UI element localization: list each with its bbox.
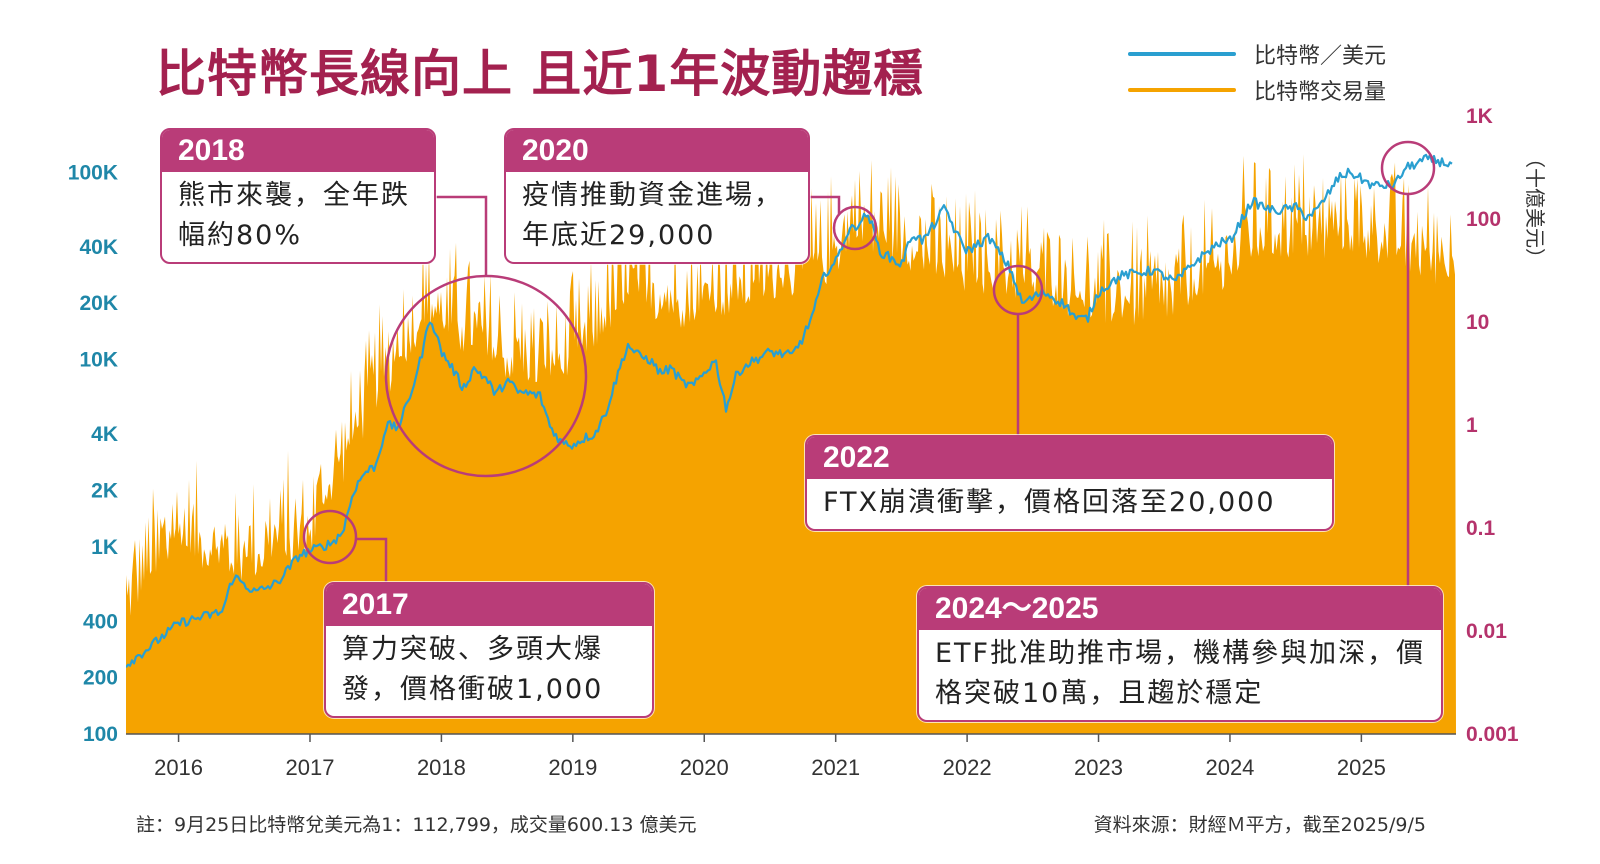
x-tick-label: 2022 [943, 755, 992, 780]
callout-2022-text: FTX崩潰衝擊，價格回落至20,000 [823, 487, 1276, 518]
callout-2024-2025: 2024～2025 ETF批准助推市場，機構參與加深，價格突破10萬，且趨於穩定 [917, 586, 1443, 722]
callout-2022: 2022 FTX崩潰衝擊，價格回落至20,000 [805, 435, 1334, 531]
x-tick-label: 2018 [417, 755, 466, 780]
y-left-tick-label: 20K [79, 292, 118, 315]
footnote: 註：9月25日比特幣兌美元為1：112,799，成交量600.13 億美元 [136, 814, 697, 836]
callout-2024-2025-text: ETF批准助推市場，機構參與加深，價格突破10萬，且趨於穩定 [935, 638, 1426, 709]
y-right-tick-label: 0.1 [1466, 517, 1496, 540]
callout-2024-2025-year: 2024～2025 [919, 588, 1441, 630]
source-note: 資料來源：財經Ｍ平方，截至2025/9/5 [1093, 814, 1426, 836]
price-layer [126, 153, 1453, 668]
y-right-tick-label: 1K [1466, 105, 1493, 128]
y-right-tick-label: 10 [1466, 311, 1489, 334]
price-line [126, 153, 1453, 668]
y-right-tick-label: 0.001 [1466, 723, 1519, 746]
highlight-circle-2020 [832, 205, 878, 251]
leader-line-2018 [432, 195, 488, 276]
callout-2017-year: 2017 [326, 584, 652, 626]
y-left-tick-label: 40K [79, 236, 118, 259]
callout-2020-year: 2020 [506, 130, 808, 172]
leaders-layer [302, 140, 1436, 586]
callout-2018-text: 熊市來襲，全年跌幅約80% [178, 180, 410, 251]
legend-item-price: 比特幣／美元 [1128, 36, 1386, 72]
x-tick-label: 2025 [1337, 755, 1386, 780]
x-tick-label: 2016 [154, 755, 203, 780]
legend-swatch-volume [1128, 88, 1236, 92]
x-tick-label: 2019 [548, 755, 597, 780]
y-left-tick-label: 1K [91, 536, 118, 559]
x-tick-label: 2023 [1074, 755, 1123, 780]
callout-2018: 2018 熊市來襲，全年跌幅約80% [160, 128, 436, 264]
x-tick-label: 2024 [1205, 755, 1254, 780]
callout-2020-text: 疫情推動資金進場，年底近29,000 [522, 180, 783, 251]
leader-line-2020 [806, 195, 841, 215]
chart-title: 比特幣長線向上 且近1年波動趨穩 [156, 45, 925, 103]
callout-2017: 2017 算力突破、多頭大爆發，價格衝破1,000 [324, 582, 654, 718]
leader-line-2017 [356, 537, 388, 582]
x-tick-label: 2020 [680, 755, 729, 780]
y2-unit-label: （十億美元） [1523, 148, 1547, 268]
y-left-tick-label: 100K [68, 161, 118, 184]
y-left-tick-label: 2K [91, 479, 118, 502]
x-tick-label: 2017 [286, 755, 335, 780]
y-left-tick-label: 100 [83, 723, 118, 746]
legend-label-volume: 比特幣交易量 [1254, 80, 1387, 105]
callout-2020: 2020 疫情推動資金進場，年底近29,000 [504, 128, 810, 264]
x-tick-label: 2021 [811, 755, 860, 780]
legend-swatch-price [1128, 52, 1236, 56]
highlight-circle-2024-2025 [1380, 140, 1436, 196]
y-left-tick-label: 4K [91, 423, 118, 446]
highlight-circle-2017 [302, 509, 358, 565]
y-right-tick-label: 1 [1466, 414, 1478, 437]
y-left-tick-label: 10K [79, 349, 118, 372]
legend: 比特幣／美元 比特幣交易量 [1128, 36, 1386, 108]
y-right-tick-label: 0.01 [1466, 620, 1507, 643]
y-left-tick-label: 200 [83, 667, 118, 690]
callout-2018-year: 2018 [162, 130, 434, 172]
axes-layer: 100K 40K 20K 10K 4K 2K 1K 400 200 100 1K 100 10 1 0.1 0… [68, 105, 1519, 780]
legend-label-price: 比特幣／美元 [1254, 44, 1387, 69]
y-left-tick-label: 400 [83, 610, 118, 633]
y-right-tick-label: 100 [1466, 208, 1501, 231]
legend-item-volume: 比特幣交易量 [1128, 72, 1386, 108]
callout-2017-text: 算力突破、多頭大爆發，價格衝破1,000 [342, 634, 604, 705]
callout-2022-year: 2022 [807, 437, 1332, 479]
